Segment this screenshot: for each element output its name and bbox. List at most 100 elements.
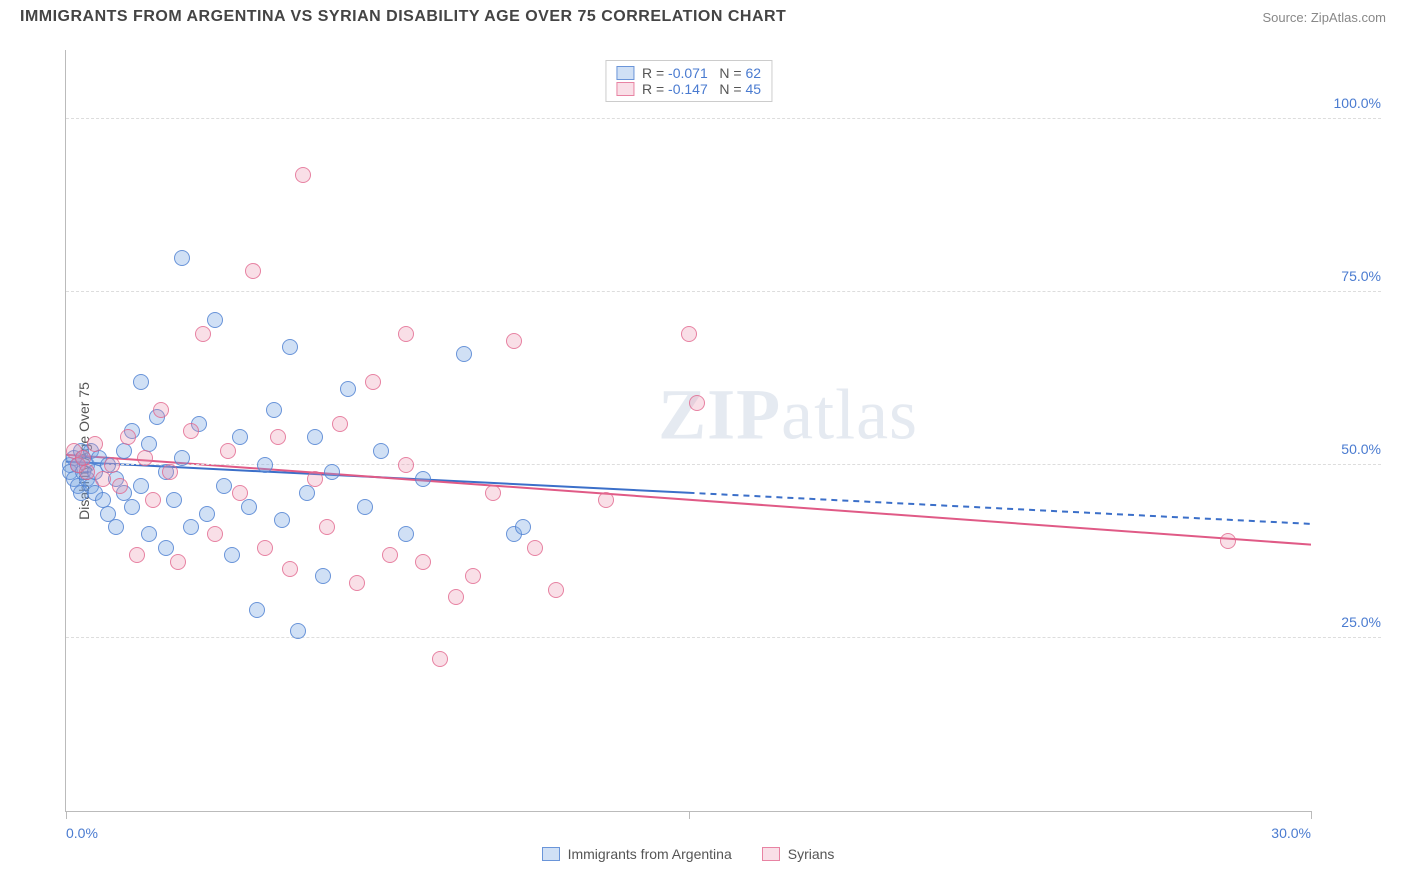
data-point — [373, 443, 389, 459]
x-tick — [1311, 811, 1312, 819]
data-point — [112, 478, 128, 494]
data-point — [141, 526, 157, 542]
data-point — [232, 429, 248, 445]
data-point — [124, 499, 140, 515]
gridline — [66, 118, 1381, 119]
data-point — [174, 450, 190, 466]
source-label: Source: ZipAtlas.com — [1262, 10, 1386, 25]
data-point — [199, 506, 215, 522]
data-point — [485, 485, 501, 501]
legend-swatch — [616, 66, 634, 80]
y-tick-label: 25.0% — [1333, 614, 1381, 630]
legend-item: Immigrants from Argentina — [542, 846, 732, 862]
x-tick — [689, 811, 690, 819]
data-point — [332, 416, 348, 432]
data-point — [689, 395, 705, 411]
data-point — [133, 374, 149, 390]
data-point — [153, 402, 169, 418]
data-point — [207, 312, 223, 328]
data-point — [220, 443, 236, 459]
data-point — [95, 471, 111, 487]
data-point — [120, 429, 136, 445]
y-tick-label: 50.0% — [1333, 441, 1381, 457]
data-point — [307, 429, 323, 445]
data-point — [282, 561, 298, 577]
chart-title: IMMIGRANTS FROM ARGENTINA VS SYRIAN DISA… — [20, 8, 786, 26]
x-tick-label: 0.0% — [66, 825, 98, 841]
data-point — [398, 526, 414, 542]
data-point — [137, 450, 153, 466]
x-tick-label: 30.0% — [1271, 825, 1311, 841]
data-point — [315, 568, 331, 584]
chart-container: Disability Age Over 75 ZIPatlas R = -0.0… — [20, 40, 1386, 862]
data-point — [290, 623, 306, 639]
data-point — [365, 374, 381, 390]
data-point — [282, 339, 298, 355]
data-point — [257, 540, 273, 556]
data-point — [456, 346, 472, 362]
data-point — [382, 547, 398, 563]
data-point — [174, 250, 190, 266]
data-point — [129, 547, 145, 563]
stats-legend-row: R = -0.147 N = 45 — [616, 81, 761, 97]
data-point — [506, 333, 522, 349]
data-point — [108, 519, 124, 535]
data-point — [104, 457, 120, 473]
legend-label: Syrians — [788, 846, 835, 862]
y-tick-label: 75.0% — [1333, 268, 1381, 284]
data-point — [207, 526, 223, 542]
data-point — [398, 457, 414, 473]
trend-lines — [66, 50, 1311, 811]
legend-label: Immigrants from Argentina — [568, 846, 732, 862]
data-point — [598, 492, 614, 508]
data-point — [162, 464, 178, 480]
data-point — [448, 589, 464, 605]
legend-item: Syrians — [762, 846, 835, 862]
bottom-legend: Immigrants from Argentina Syrians — [65, 846, 1311, 862]
data-point — [527, 540, 543, 556]
data-point — [307, 471, 323, 487]
data-point — [274, 512, 290, 528]
data-point — [349, 575, 365, 591]
stats-legend: R = -0.071 N = 62R = -0.147 N = 45 — [605, 60, 772, 102]
plot-area: ZIPatlas R = -0.071 N = 62R = -0.147 N =… — [65, 50, 1311, 812]
data-point — [183, 423, 199, 439]
legend-swatch — [616, 82, 634, 96]
legend-swatch — [762, 847, 780, 861]
data-point — [465, 568, 481, 584]
data-point — [170, 554, 186, 570]
data-point — [166, 492, 182, 508]
y-tick-label: 100.0% — [1326, 95, 1381, 111]
data-point — [216, 478, 232, 494]
data-point — [145, 492, 161, 508]
data-point — [133, 478, 149, 494]
data-point — [87, 436, 103, 452]
data-point — [299, 485, 315, 501]
data-point — [158, 540, 174, 556]
data-point — [266, 402, 282, 418]
data-point — [270, 429, 286, 445]
x-tick — [66, 811, 67, 819]
data-point — [224, 547, 240, 563]
data-point — [357, 499, 373, 515]
data-point — [79, 464, 95, 480]
data-point — [241, 499, 257, 515]
gridline — [66, 637, 1381, 638]
data-point — [249, 602, 265, 618]
data-point — [415, 471, 431, 487]
data-point — [183, 519, 199, 535]
legend-swatch — [542, 847, 560, 861]
data-point — [340, 381, 356, 397]
data-point — [257, 457, 273, 473]
data-point — [319, 519, 335, 535]
data-point — [432, 651, 448, 667]
data-point — [324, 464, 340, 480]
data-point — [515, 519, 531, 535]
data-point — [116, 443, 132, 459]
data-point — [681, 326, 697, 342]
data-point — [245, 263, 261, 279]
data-point — [398, 326, 414, 342]
gridline — [66, 291, 1381, 292]
data-point — [232, 485, 248, 501]
data-point — [548, 582, 564, 598]
